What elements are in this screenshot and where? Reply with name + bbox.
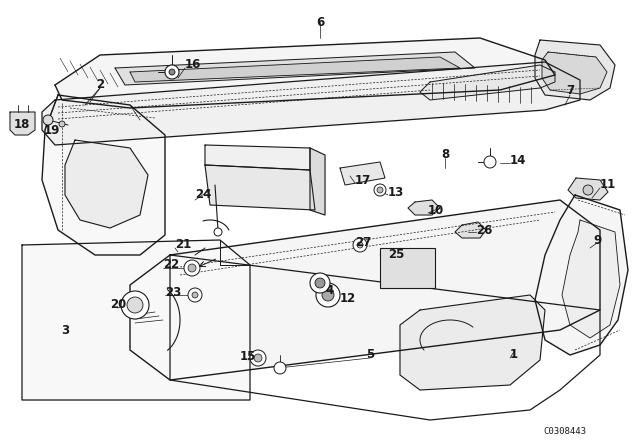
- Polygon shape: [65, 140, 148, 228]
- Text: 23: 23: [165, 285, 181, 298]
- Text: 25: 25: [388, 249, 404, 262]
- Text: 27: 27: [355, 236, 371, 249]
- Circle shape: [59, 121, 65, 127]
- Circle shape: [353, 238, 367, 252]
- Text: 16: 16: [185, 59, 202, 72]
- Text: 6: 6: [316, 16, 324, 29]
- Circle shape: [165, 65, 179, 79]
- Text: 13: 13: [388, 185, 404, 198]
- Circle shape: [188, 264, 196, 272]
- Circle shape: [184, 260, 200, 276]
- Text: 20: 20: [110, 298, 126, 311]
- Polygon shape: [455, 222, 486, 238]
- Polygon shape: [10, 112, 35, 135]
- Text: 11: 11: [600, 178, 616, 191]
- Text: 4: 4: [326, 284, 334, 297]
- Circle shape: [374, 184, 386, 196]
- Polygon shape: [535, 195, 628, 355]
- Text: 21: 21: [175, 238, 191, 251]
- Polygon shape: [420, 65, 555, 100]
- Circle shape: [274, 362, 286, 374]
- Bar: [380, 248, 435, 288]
- Text: 7: 7: [566, 83, 574, 96]
- Polygon shape: [42, 62, 580, 145]
- Polygon shape: [205, 165, 315, 210]
- Circle shape: [214, 228, 222, 236]
- Circle shape: [583, 185, 593, 195]
- Text: 19: 19: [44, 124, 60, 137]
- Circle shape: [127, 297, 143, 313]
- Circle shape: [315, 278, 325, 288]
- Polygon shape: [408, 200, 440, 215]
- Circle shape: [121, 291, 149, 319]
- Polygon shape: [542, 52, 607, 94]
- Polygon shape: [562, 220, 620, 338]
- Polygon shape: [568, 178, 608, 200]
- Text: 5: 5: [366, 349, 374, 362]
- Polygon shape: [130, 57, 460, 82]
- Circle shape: [254, 354, 262, 362]
- Text: 18: 18: [14, 119, 30, 132]
- Polygon shape: [115, 52, 475, 85]
- Circle shape: [188, 288, 202, 302]
- Polygon shape: [310, 148, 325, 215]
- Text: C0308443: C0308443: [543, 427, 586, 436]
- Polygon shape: [535, 40, 615, 100]
- Polygon shape: [130, 200, 600, 380]
- Polygon shape: [42, 95, 165, 255]
- Text: 12: 12: [340, 292, 356, 305]
- Text: 9: 9: [593, 233, 601, 246]
- Circle shape: [250, 350, 266, 366]
- Text: 14: 14: [510, 154, 526, 167]
- Text: 1: 1: [510, 349, 518, 362]
- Circle shape: [357, 242, 363, 248]
- Circle shape: [377, 187, 383, 193]
- Text: 17: 17: [355, 173, 371, 186]
- Circle shape: [322, 289, 334, 301]
- Polygon shape: [340, 162, 385, 185]
- Polygon shape: [55, 38, 555, 108]
- Circle shape: [43, 115, 53, 125]
- Circle shape: [484, 156, 496, 168]
- Circle shape: [310, 273, 330, 293]
- Circle shape: [192, 292, 198, 298]
- Polygon shape: [205, 145, 310, 170]
- Circle shape: [316, 283, 340, 307]
- Text: 26: 26: [476, 224, 492, 237]
- Text: 24: 24: [195, 189, 211, 202]
- Text: 3: 3: [61, 323, 69, 336]
- Text: 22: 22: [163, 258, 179, 271]
- Text: 15: 15: [240, 350, 256, 363]
- Circle shape: [169, 69, 175, 75]
- Text: 2: 2: [96, 78, 104, 91]
- Text: 10: 10: [428, 203, 444, 216]
- Text: 8: 8: [441, 148, 449, 161]
- Polygon shape: [22, 240, 250, 400]
- Polygon shape: [400, 295, 545, 390]
